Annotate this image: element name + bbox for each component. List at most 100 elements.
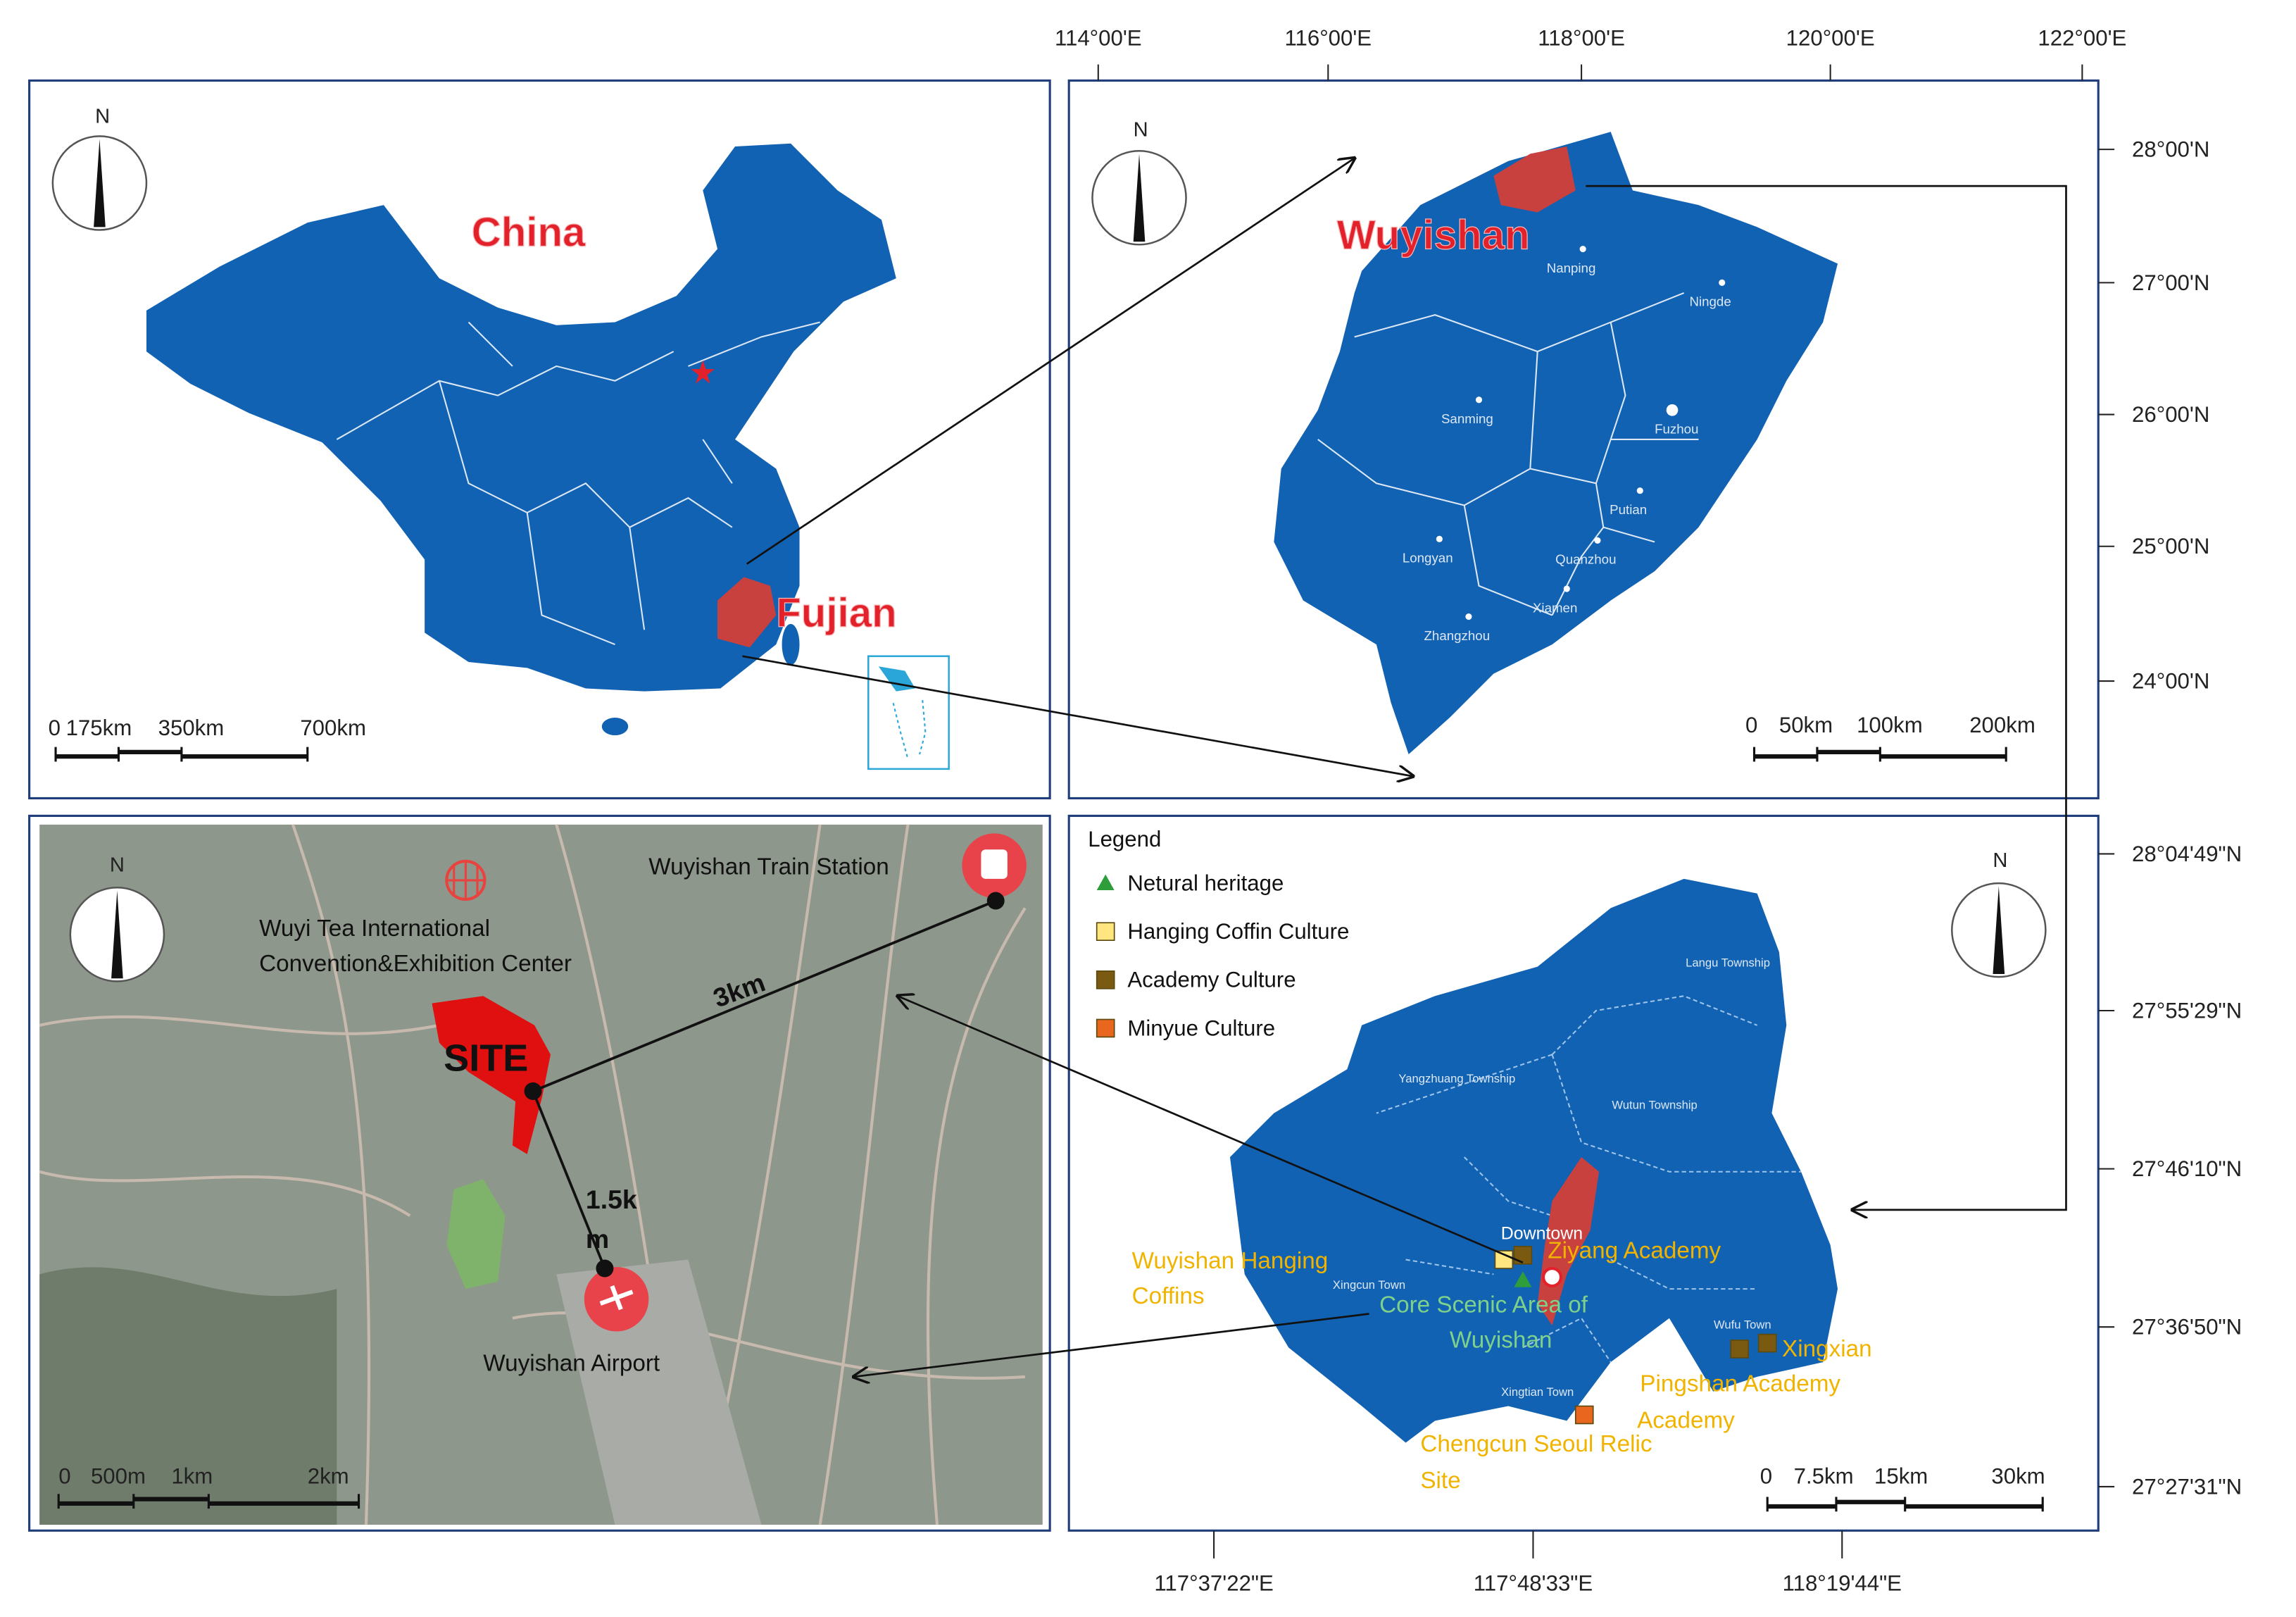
airport-label: Wuyishan Airport <box>483 1351 660 1377</box>
square-marker <box>1096 922 1115 942</box>
city-label: Zhangzhou <box>1424 628 1491 643</box>
poi-markers <box>1494 1246 1777 1425</box>
place-label: Pingshan Academy <box>1640 1371 1840 1397</box>
place-label: Ziyang Academy <box>1548 1237 1721 1263</box>
city-boundaries <box>1317 292 1699 616</box>
fujian-label: Fujian <box>776 590 896 636</box>
province-boundaries <box>336 321 820 646</box>
arrow <box>853 1313 1369 1377</box>
scale-bar: 0 7.5km 15km 30km <box>1760 1464 2045 1512</box>
distance-label: m <box>586 1224 609 1254</box>
scale-label: 0 <box>1745 713 1757 737</box>
township-label: Wufu Town <box>1714 1318 1771 1331</box>
lon-label: 114°00'E <box>1055 25 1142 50</box>
station-point <box>986 892 1005 910</box>
china-label: China <box>472 209 586 255</box>
legend-title: Legend <box>1088 827 1161 851</box>
scale-label: 200km <box>1969 713 2035 737</box>
legend-label: Academy Culture <box>1127 968 1296 992</box>
place-label: Xingxian <box>1782 1336 1872 1362</box>
north-arrow <box>1951 882 2047 978</box>
fujian-highlight <box>717 577 777 648</box>
wuyishan-label: Wuyishan <box>1337 213 1530 258</box>
inset-boundary <box>892 700 927 759</box>
scale-label: 0 <box>58 1464 70 1489</box>
panel-wuyishan <box>1067 814 2100 1532</box>
city-label: Longyan <box>1403 551 1453 566</box>
north-label: N <box>1134 118 1148 141</box>
lon-label: 116°00'E <box>1284 25 1372 50</box>
city-dot <box>1579 245 1586 253</box>
place-label: Wuyishan Hanging <box>1132 1248 1329 1274</box>
place-label: Core Scenic Area of <box>1379 1292 1588 1318</box>
square-marker <box>1096 970 1115 989</box>
distance-label: 1.5k <box>586 1185 637 1214</box>
lat-label: 28°00'N <box>2132 137 2209 162</box>
airport-glyph <box>599 1285 634 1311</box>
lon-label: 118°19'44"E <box>1783 1571 1902 1596</box>
wuyishan-highlight <box>1493 146 1576 213</box>
city-dot <box>1636 487 1643 494</box>
scale-label: 50km <box>1779 713 1833 737</box>
township-boundaries <box>1376 995 1802 1363</box>
south-sea-inset <box>867 655 950 770</box>
place-label: Wuyishan <box>1450 1327 1552 1353</box>
site-label: SITE <box>444 1037 528 1079</box>
city-label: Putian <box>1610 502 1647 517</box>
scale-label: 100km <box>1857 713 1923 737</box>
lon-label: 122°00'E <box>2038 25 2126 50</box>
panel-site <box>28 814 1051 1532</box>
lat-label: 28°04'49"N <box>2132 842 2242 866</box>
graticule: 114°00'E 116°00'E 118°00'E 120°00'E 122°00'E… <box>1055 25 2242 1595</box>
scale-label: 15km <box>1874 1464 1928 1489</box>
station-label: Wuyishan Train Station <box>648 854 889 880</box>
compass-needle <box>94 139 106 227</box>
north-arrow <box>1091 149 1187 246</box>
city-dot <box>1719 279 1726 286</box>
city-label: Ningde <box>1689 294 1731 309</box>
lon-label: 120°00'E <box>1786 25 1875 50</box>
compass-needle <box>1133 154 1146 242</box>
north-label: N <box>95 106 110 128</box>
north-arrow <box>51 135 148 231</box>
triangle-marker <box>1096 874 1115 891</box>
square-marker <box>1730 1340 1750 1359</box>
link-station <box>532 899 996 1093</box>
scale-label: 2km <box>308 1464 349 1489</box>
lat-label: 27°00'N <box>2132 270 2209 295</box>
city-dot <box>1475 397 1483 404</box>
scale-label: 350km <box>158 716 225 740</box>
china-outline <box>146 143 896 692</box>
city-dot <box>1465 613 1472 620</box>
square-marker <box>1757 1333 1777 1353</box>
north-label: N <box>1993 849 2007 872</box>
legend-label: Hanging Coffin Culture <box>1127 919 1349 944</box>
legend: Netural heritage Hanging Coffin Culture Ac… <box>1096 870 1349 1040</box>
north-arrow <box>69 887 165 982</box>
township-labels: Langu Township Yangzhuang Township Wutun T… <box>1333 956 1771 1399</box>
convention-icon <box>445 859 487 901</box>
fujian-outline <box>1274 132 1838 755</box>
scale-bar: 0 175km 350km 700km <box>49 716 366 762</box>
square-marker <box>1574 1405 1594 1425</box>
green-area <box>446 1179 506 1290</box>
lat-label: 25°00'N <box>2132 534 2209 558</box>
north-label: N <box>110 854 125 876</box>
scale-label: 0 <box>1760 1464 1772 1489</box>
lat-label: 27°27'31"N <box>2132 1474 2242 1499</box>
place-label: Coffins <box>1132 1283 1205 1309</box>
downtown-marker <box>1541 1266 1563 1288</box>
township-label: Yangzhuang Township <box>1398 1072 1515 1085</box>
compass-needle <box>111 890 123 979</box>
city-dot <box>1666 404 1679 416</box>
legend-label: Netural heritage <box>1127 870 1284 895</box>
scale-bar: 0 500m 1km 2km <box>57 1464 360 1509</box>
township-label: Langu Township <box>1686 956 1770 970</box>
lat-label: 27°36'50"N <box>2132 1315 2242 1340</box>
compass-needle <box>1993 886 2005 975</box>
scale-bar: 0 50km 100km 200km <box>1745 713 2035 762</box>
scale-label: 500m <box>91 1464 146 1489</box>
lat-label: 26°00'N <box>2132 402 2209 427</box>
scale-label: 0 <box>49 716 61 740</box>
